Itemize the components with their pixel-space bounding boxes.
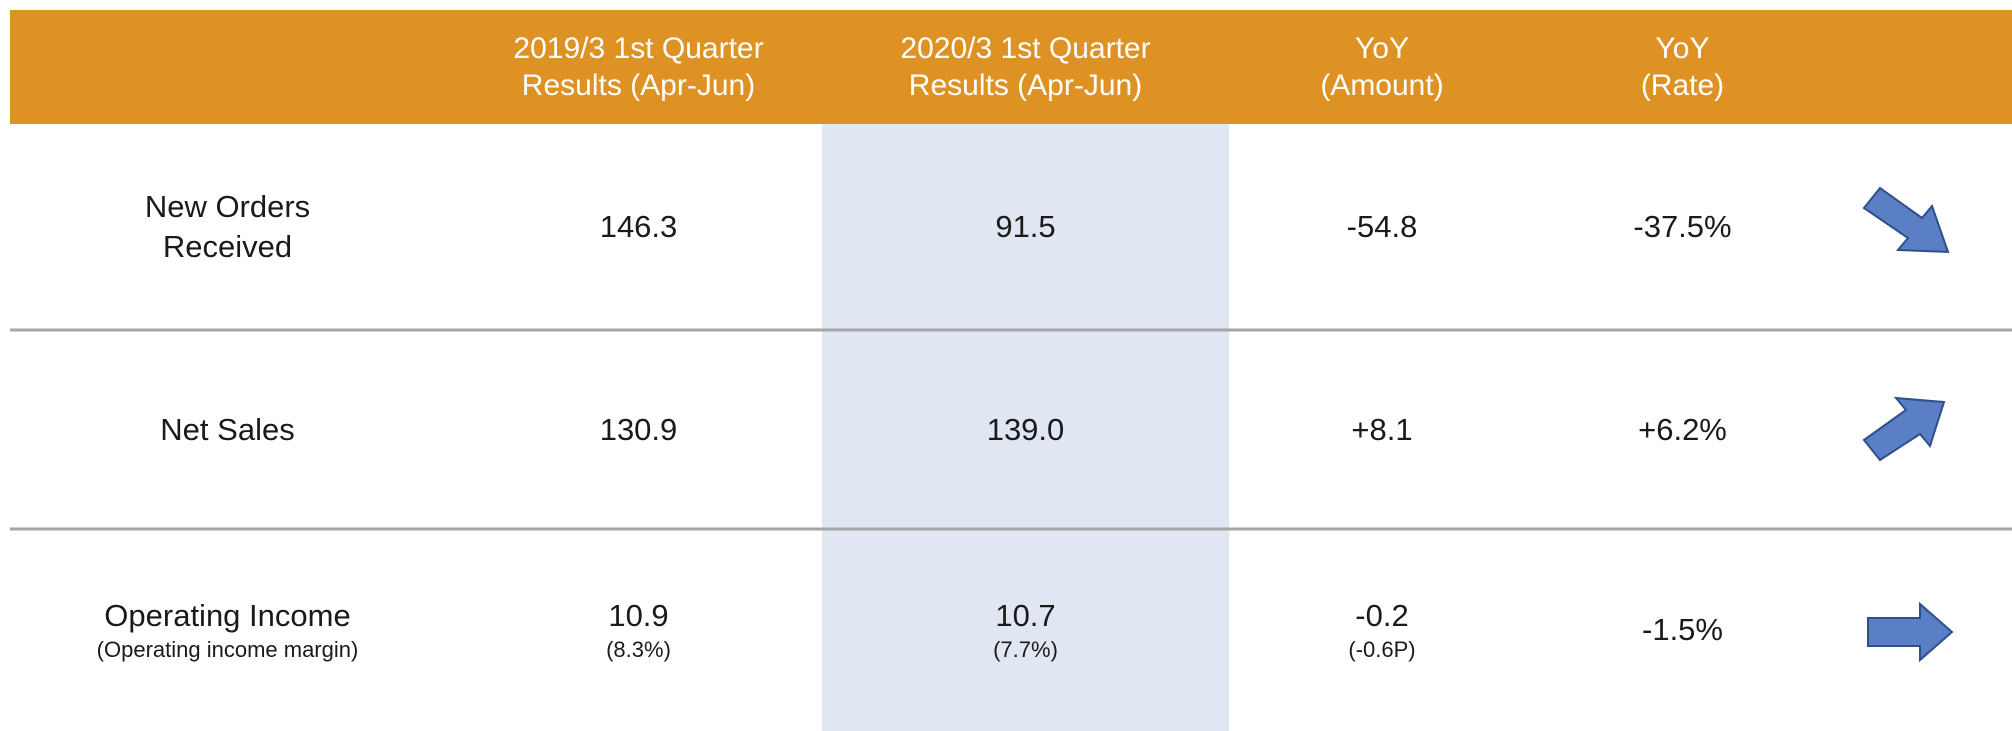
cell-value: -0.2 [1355,598,1409,633]
cell: +8.1 [1229,330,1535,529]
arrow-right [1867,601,1954,663]
cell-value: +8.1 [1351,411,1413,447]
cell: YoY (Rate) [1535,10,1830,124]
header-text: 2019/3 1st Quarter [513,32,764,65]
cell: -0.2 (-0.6P) [1229,529,1535,731]
cell: 146.3 [455,124,822,330]
cell-value: 139.0 [986,411,1065,447]
cell: 139.0 [822,330,1229,529]
cell-value: 91.5 [995,209,1056,244]
header-text: YoY [1355,32,1409,65]
arrow-down-right [1862,186,1950,254]
cell: Operating Income (Operating income margin… [0,529,455,731]
cell: Net Sales [0,330,455,529]
cell-subvalue: (-0.6P) [1348,637,1416,662]
cell-value: -37.5% [1633,209,1732,244]
header-text: Results (Apr-Jun) [908,69,1143,102]
cell: 2020/3 1st Quarter Results (Apr-Jun) [822,10,1229,124]
header-text: (Amount) [1320,69,1444,102]
cell-value: 10.9 [608,598,669,633]
cell: 10.7 (7.7%) [822,529,1229,731]
header-bar [10,10,2012,124]
cell-value: 130.9 [599,411,678,447]
cell-value: 146.3 [599,209,678,244]
cell-subvalue: (8.3%) [606,637,671,662]
row-label: Net Sales [160,411,295,447]
header-text: YoY [1655,32,1710,65]
row-label: Received [162,229,293,264]
row-sublabel: (Operating income margin) [96,637,359,662]
header-text: Results (Apr-Jun) [521,69,756,102]
cell: New Orders Received [0,124,455,330]
cell: +6.2% [1535,330,1830,529]
cell: 130.9 [455,330,822,529]
cell: -37.5% [1535,124,1830,330]
cell: -54.8 [1229,124,1535,330]
cell: 10.9 (8.3%) [455,529,822,731]
header-text: (Rate) [1640,69,1725,102]
cell-value: -54.8 [1346,209,1418,244]
highlight-column [822,124,1229,731]
cell-value: -1.5% [1642,612,1723,647]
cell: -1.5% [1535,529,1830,731]
cell-value: +6.2% [1638,411,1727,447]
header-text: 2020/3 1st Quarter [900,32,1151,65]
row-label: New Orders [144,189,311,224]
cell-subvalue: (7.7%) [993,637,1058,662]
cell: 2019/3 1st Quarter Results (Apr-Jun) [455,10,822,124]
cell-value: 10.7 [995,598,1056,633]
cell: 91.5 [822,124,1229,330]
row-label: Operating Income [104,598,351,633]
arrow-up-right [1862,396,1946,462]
cell: YoY (Amount) [1229,10,1535,124]
